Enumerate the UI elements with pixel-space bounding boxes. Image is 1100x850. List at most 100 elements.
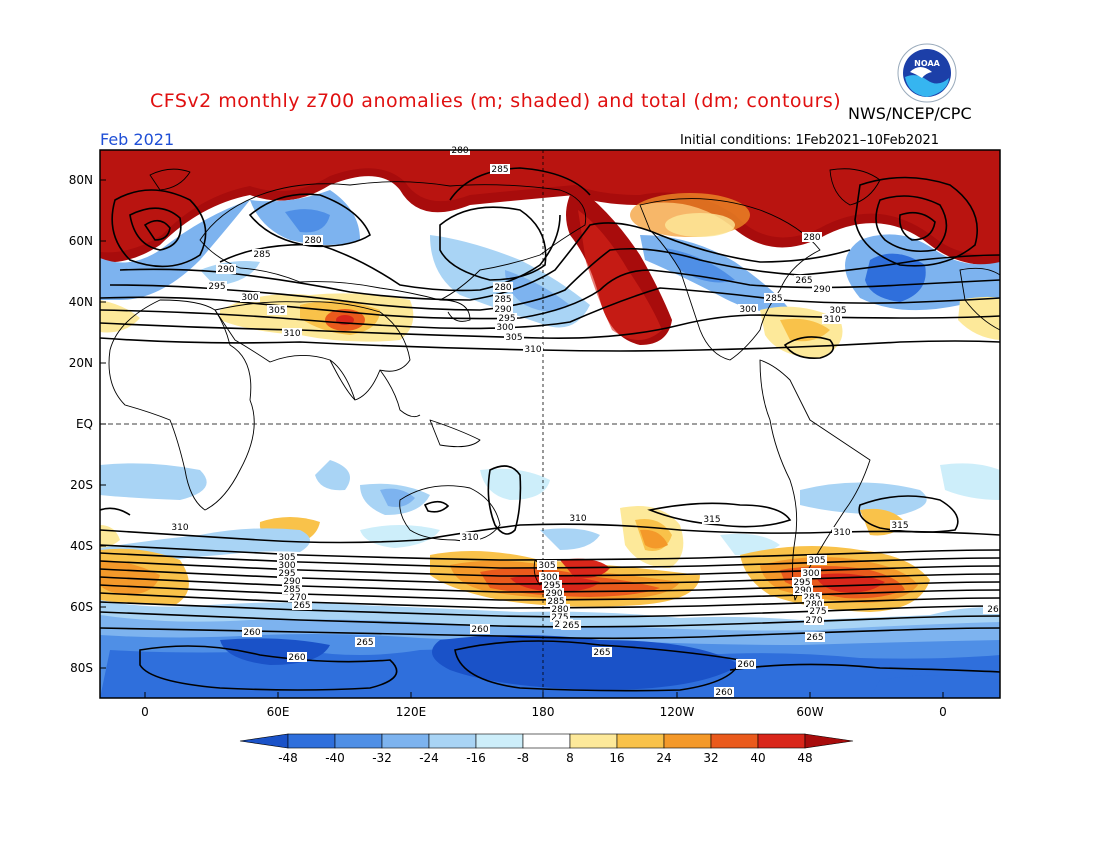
contour-label: 305 (268, 306, 285, 316)
contour-label-bg (460, 532, 480, 542)
contour-label-bg (714, 687, 734, 697)
contour-label-bg (170, 522, 190, 532)
contour-label: 285 (283, 585, 300, 595)
colorbar-tick-label: 24 (656, 751, 671, 765)
contour-label: 290 (545, 589, 562, 599)
contour-label: 290 (494, 305, 511, 315)
lat-label: 80S (70, 661, 93, 675)
contour-label: 300 (540, 573, 557, 583)
contour-label: 280 (551, 605, 568, 615)
contour-label-bg (802, 592, 822, 602)
contour-label-bg (546, 596, 566, 606)
contour-label: 280 (803, 233, 820, 243)
lat-label: 80N (69, 173, 93, 187)
longitude-labels: 0 60E 120E 180 120W 60W 0 (141, 705, 947, 719)
contour-label-bg (277, 560, 297, 570)
colorbar-swatch (428, 733, 477, 749)
colorbar-swatch (757, 733, 806, 749)
contour-label-bg (470, 624, 490, 634)
logo-text: NOAA (914, 59, 940, 68)
contour-label: 265 (293, 601, 310, 611)
contour-label: 295 (208, 282, 225, 292)
contour-label: 285 (253, 250, 270, 260)
contour-label: 315 (703, 515, 720, 525)
contour-label: 305 (538, 561, 555, 571)
contour-label-bg (801, 568, 821, 578)
colorbar-swatch (334, 733, 383, 749)
colorbar (239, 733, 854, 749)
contour-label-bg (828, 305, 848, 315)
lat-label: 60S (70, 600, 93, 614)
contour-label: 270 (289, 593, 306, 603)
contour-label-bg (568, 513, 588, 523)
lon-label: 60E (267, 705, 290, 719)
contour-label: 305 (505, 333, 522, 343)
contour-label-bg (504, 332, 524, 342)
contour-label: 285 (547, 597, 564, 607)
colorbar-swatch (663, 733, 712, 749)
contour-label-bg (890, 520, 910, 530)
colorbar-tick-label: -24 (419, 751, 439, 765)
lon-label: 0 (141, 705, 149, 719)
contour-label: 290 (813, 285, 830, 295)
contour-label-bg (287, 652, 307, 662)
contour-label-bg (550, 612, 570, 622)
colorbar-tick-label: -8 (517, 751, 529, 765)
contour-label: 265 (806, 633, 823, 643)
colorbar-tick-label: -48 (278, 751, 298, 765)
contour-label: 300 (496, 323, 513, 333)
agency-label: NWS/NCEP/CPC (848, 104, 972, 123)
lon-label: 0 (939, 705, 947, 719)
contour-label: 305 (808, 556, 825, 566)
contour-label-bg (493, 294, 513, 304)
contour-value-labels: 2802852802852902953003053102802852902953… (170, 145, 1003, 698)
noaa-logo: NOAA (897, 43, 957, 103)
colorbar-tick-label: -16 (466, 751, 486, 765)
contour-label-bg (537, 560, 557, 570)
initial-conditions: Initial conditions: 1Feb2021–10Feb2021 (680, 133, 940, 148)
contour-label: 295 (543, 581, 560, 591)
contour-label-bg (490, 164, 510, 174)
contour-label-bg (592, 647, 612, 657)
contour-label-bg (493, 282, 513, 292)
contour-label-bg (812, 284, 832, 294)
contour-label-bg (207, 281, 227, 291)
contour-label-bg (282, 576, 302, 586)
contour-label: 295 (793, 578, 810, 588)
colorbar-swatch (287, 733, 336, 749)
contour-label: 295 (498, 314, 515, 324)
colorbar-swatch (710, 733, 759, 749)
contour-label: 285 (494, 295, 511, 305)
contour-label: 310 (569, 514, 586, 524)
contour-label: 285 (491, 165, 508, 175)
contour-label: 260 (243, 628, 260, 638)
contour-label: 310 (833, 528, 850, 538)
contour-label-bg (252, 249, 272, 259)
contour-label-bg (802, 232, 822, 242)
lon-label: 180 (532, 705, 555, 719)
contour-label: 310 (461, 533, 478, 543)
contour-label-bg (561, 620, 581, 630)
contour-label-bg (805, 632, 825, 642)
contour-label: 265 (562, 621, 579, 631)
contour-label: 280 (494, 283, 511, 293)
contour-label: 305 (278, 553, 295, 563)
contour-label: 300 (802, 569, 819, 579)
latitude-labels: 80N 60N 40N 20N EQ 20S 40S 60S 80S (69, 173, 93, 675)
contour-label-bg (550, 604, 570, 614)
lat-label: 60N (69, 234, 93, 248)
contour-label: 26 (987, 605, 999, 615)
contour-label: 290 (283, 577, 300, 587)
contour-label-bg (355, 637, 375, 647)
colorbar-tick-label: 16 (609, 751, 624, 765)
contour-label-bg (702, 514, 722, 524)
contour-label: 280 (805, 600, 822, 610)
colorbar-tick-label: 8 (566, 751, 574, 765)
contour-label: 265 (356, 638, 373, 648)
contour-label: 310 (171, 523, 188, 533)
contour-label-bg (288, 592, 308, 602)
contour-label-bg (983, 604, 1003, 614)
contour-label: 310 (823, 315, 840, 325)
contour-label: 290 (217, 265, 234, 275)
